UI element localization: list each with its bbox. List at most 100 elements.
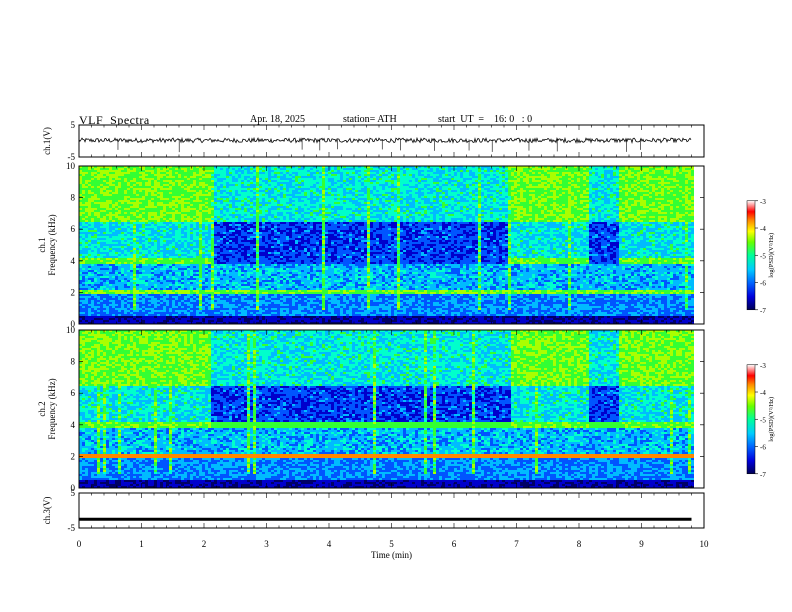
ch1-spectrogram-cell xyxy=(130,180,133,182)
ch1-spectrogram-cell xyxy=(97,306,100,308)
ch1-spectrogram-cell xyxy=(85,242,88,244)
ch1-spectrogram-cell xyxy=(88,304,91,306)
ch1-spectrogram-cell xyxy=(115,196,118,198)
ch1-spectrogram-cell xyxy=(115,222,118,224)
ch1-spectrogram-cell xyxy=(82,222,85,224)
ch1-spectrogram-cell xyxy=(112,306,115,308)
ch1-spectrogram-cell xyxy=(94,272,97,274)
ch1-spectrogram-cell xyxy=(88,214,91,216)
ch1-spectrogram-cell xyxy=(85,190,88,192)
ch1-spectrogram-cell xyxy=(109,184,112,186)
ch1-spectrogram-cell xyxy=(106,240,109,242)
ch1-spectrogram-cell xyxy=(109,296,112,298)
ch1-spectrogram-cell xyxy=(121,298,124,300)
ch1-spectrogram-cell xyxy=(109,180,112,182)
ch1-spectrogram-cell xyxy=(103,284,106,286)
ch1-spectrogram-cell xyxy=(82,210,85,212)
ch1-spectrogram-cell xyxy=(94,194,97,196)
ch1-spectrogram-cell xyxy=(115,272,118,274)
ch1-spectrogram-cell xyxy=(103,318,106,320)
ch1-spectrogram-cell xyxy=(100,236,103,238)
ch1-spectrogram-cell xyxy=(100,250,103,252)
ch1-spectrogram-cell xyxy=(94,304,97,306)
ch1-spectrogram-cell xyxy=(115,250,118,252)
ch1-spectrogram-cell xyxy=(118,240,121,242)
ch1-spectrogram-cell xyxy=(127,282,130,284)
ch1-spectrogram-cell xyxy=(85,248,88,250)
ch1-spectrogram-cell xyxy=(112,232,115,234)
ch1-spectrogram-cell xyxy=(103,234,106,236)
ch1-spectrogram-cell xyxy=(121,310,124,312)
ch1-spectrogram-cell xyxy=(115,280,118,282)
ch1-spectrogram-cell xyxy=(124,320,127,322)
ch1-spectrogram-cell xyxy=(100,248,103,250)
ch1-spectrogram-cell xyxy=(97,212,100,214)
ch1-spectrogram-cell xyxy=(91,318,94,320)
ch1-spectrogram-cell xyxy=(103,280,106,282)
ch1-spectrogram-cell xyxy=(85,292,88,294)
ch1-spectrogram-cell xyxy=(109,320,112,322)
ch1-spectrogram-cell xyxy=(91,226,94,228)
ch1-spectrogram-cell xyxy=(82,172,85,174)
ch1-spectrogram-cell xyxy=(130,226,133,228)
ch1-spectrogram-cell xyxy=(97,278,100,280)
ch1-spectrogram-cell xyxy=(109,298,112,300)
ch1-spectrogram-cell xyxy=(115,308,118,310)
ch1-spectrogram-cell xyxy=(103,262,106,264)
ch1-spectrogram-cell xyxy=(82,232,85,234)
ch1-spectrogram-cell xyxy=(115,238,118,240)
ch1-spectrogram-cell xyxy=(82,298,85,300)
ch1-spectrogram-cell xyxy=(88,232,91,234)
ch1-spectrogram-cell xyxy=(130,282,133,284)
ch1-spectrogram-cell xyxy=(112,194,115,196)
ch1-spectrogram-cell xyxy=(130,258,133,260)
ch1-spectrogram-cell xyxy=(121,262,124,264)
ch1-spectrogram-cell xyxy=(124,256,127,258)
ch1-spectrogram-cell xyxy=(118,304,121,306)
ch1-spectrogram-cell xyxy=(127,310,130,312)
ch1-spectrogram-cell xyxy=(97,180,100,182)
ch1-spectrogram-cell xyxy=(94,202,97,204)
ch1-spectrogram-cell xyxy=(106,170,109,172)
ch1-spectrogram-cell xyxy=(115,316,118,318)
ch1-spectrogram-cell xyxy=(103,312,106,314)
ch1-spectrogram-cell xyxy=(82,254,85,256)
ch1-spectrogram-cell xyxy=(115,300,118,302)
ch1-spectrogram-cell xyxy=(121,210,124,212)
ch1-spectrogram-cell xyxy=(94,280,97,282)
ch1-spectrogram-cell xyxy=(106,268,109,270)
ch1-spectrogram-cell xyxy=(103,224,106,226)
ch1-spectrogram-cell xyxy=(127,190,130,192)
ch1-spectrogram-cell xyxy=(124,244,127,246)
ch1-spectrogram-cell xyxy=(115,264,118,266)
ch1-spectrogram-cell xyxy=(112,184,115,186)
ch1-spectrogram-cell xyxy=(130,168,133,170)
ch1-spectrogram-cell xyxy=(103,178,106,180)
ch1-spectrogram-cell xyxy=(127,216,130,218)
ch1-spectrogram-cell xyxy=(115,282,118,284)
ch1-spectrogram-cell xyxy=(88,300,91,302)
ch1-spectrogram-cell xyxy=(88,188,91,190)
ch1-spectrogram-cell xyxy=(112,186,115,188)
ch1-spectrogram-cell xyxy=(106,296,109,298)
ch1-spectrogram-cell xyxy=(82,236,85,238)
ch1-spectrogram-cell xyxy=(121,206,124,208)
ch1-spectrogram-cell xyxy=(82,214,85,216)
ch1-spectrogram-cell xyxy=(82,188,85,190)
ch1-spectrogram-cell xyxy=(91,308,94,310)
ch1-spectrogram-cell xyxy=(124,210,127,212)
ch1-spectrogram-cell xyxy=(127,260,130,262)
ch1-spectrogram-cell xyxy=(94,176,97,178)
ch1-spectrogram-cell xyxy=(100,170,103,172)
ch1-spectrogram-cell xyxy=(121,232,124,234)
ch1-spectrogram-cell xyxy=(97,226,100,228)
ch1-spectrogram-cell xyxy=(106,232,109,234)
ch1-spectrogram-cell xyxy=(121,246,124,248)
ch1-spectrogram-cell xyxy=(85,168,88,170)
ch1-spectrogram-cell xyxy=(109,278,112,280)
ch1-spectrogram-cell xyxy=(94,244,97,246)
ch1-spectrogram-cell xyxy=(109,194,112,196)
ch1-spectrogram-cell xyxy=(109,242,112,244)
ch1-spectrogram-cell xyxy=(94,250,97,252)
ch1-spectrogram-cell xyxy=(115,184,118,186)
